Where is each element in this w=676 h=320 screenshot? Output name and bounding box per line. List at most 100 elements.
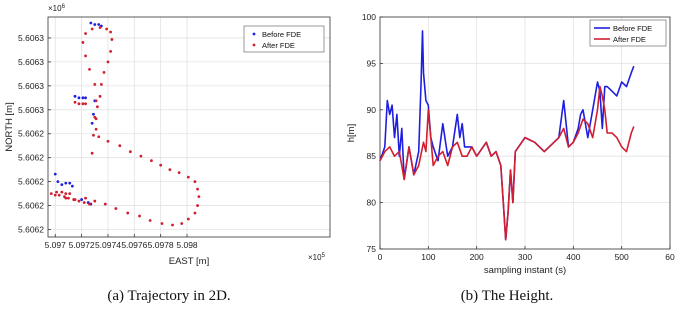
caption-b: (b) The Height.: [460, 288, 554, 304]
scatter-point: [90, 27, 94, 31]
scatter-point: [110, 38, 114, 41]
x-tick-label: 5.097: [45, 240, 67, 250]
scatter-point: [196, 204, 199, 207]
scatter-point: [60, 183, 64, 187]
legend-label: Before FDE: [613, 24, 652, 33]
scatter-point: [81, 96, 85, 100]
y-tick-label: 5.6063: [18, 81, 44, 91]
scatter-point: [106, 60, 110, 64]
trajectory-chart: 5.097 5.0972 5.0974 5.0976 5.0978 5.098 5.6062…: [4, 4, 331, 267]
plot-frame: [47, 16, 331, 238]
legend-marker: [252, 43, 256, 47]
x-axis-label: sampling instant (s): [484, 265, 566, 276]
scatter-point: [68, 181, 72, 185]
y-axis-label: NORTH [m]: [4, 102, 15, 151]
scatter-point: [93, 82, 97, 86]
scatter-point: [197, 195, 201, 198]
scatter-point: [82, 201, 86, 204]
scatter-point: [159, 163, 163, 167]
scatter-point: [92, 112, 95, 116]
scatter-point: [73, 100, 77, 104]
scatter-point: [68, 192, 72, 195]
scatter-point: [118, 144, 122, 148]
x-axis-exponent: ×105: [308, 253, 326, 262]
scatter-point: [168, 168, 172, 172]
scatter-point: [193, 180, 197, 184]
scatter-point: [92, 133, 95, 137]
x-tick-label: 200: [470, 252, 484, 262]
scatter-point: [64, 196, 68, 200]
scatter-point: [171, 223, 174, 227]
y-tick-label: 5.6062: [18, 129, 44, 139]
legend-box: [589, 19, 667, 47]
scatter-point: [49, 192, 53, 195]
y-tick-label: 5.6062: [18, 153, 44, 163]
y-tick-label: 5.6062: [18, 225, 44, 235]
scatter-point: [55, 190, 58, 194]
x-tick-label: 400: [566, 252, 580, 262]
scatter-point: [105, 27, 109, 31]
scatter-point: [186, 175, 190, 179]
scatter-point: [186, 217, 190, 221]
legend-label: After FDE: [613, 35, 646, 44]
scatter-point: [84, 196, 87, 200]
legend-box: [243, 25, 325, 53]
scatter-point: [103, 202, 107, 206]
y-tick-label: 5.6062: [18, 177, 44, 187]
scatter-point: [57, 193, 61, 197]
scatter-point: [99, 82, 103, 86]
scatter-point: [138, 214, 141, 218]
x-tick-label: 100: [421, 252, 435, 262]
y-axis-exponent: ×106: [48, 4, 66, 13]
scatter-point: [77, 102, 81, 106]
scatter-point: [77, 199, 81, 203]
height-chart: 0 100 200 300 400 500 60 75 80 85 90 95 100 sampling …: [346, 12, 675, 276]
y-tick-label: 100: [362, 12, 376, 22]
scatter-point: [98, 94, 102, 98]
figure-a: 5.097 5.0972 5.0974 5.0976 5.0978 5.098 5.6062…: [4, 4, 331, 304]
scatter-point: [64, 192, 68, 195]
scatter-point: [139, 154, 143, 158]
scatter-point: [84, 102, 87, 106]
scatter-point: [88, 202, 91, 206]
scatter-point: [94, 99, 98, 103]
scatter-point: [160, 222, 164, 225]
scatter-point: [81, 41, 85, 44]
legend-label: After FDE: [262, 41, 295, 50]
scatter-point: [90, 121, 94, 125]
scatter-point: [150, 159, 153, 163]
x-axis-label: EAST [m]: [169, 256, 209, 267]
y-tick-label: 5.6063: [18, 105, 44, 115]
y-tick-label: 5.6062: [18, 201, 44, 211]
x-tick-label: 5.098: [176, 240, 198, 250]
scatter-point: [114, 207, 118, 210]
y-tick-label: 90: [367, 105, 377, 115]
y-axis-label: h[m]: [346, 124, 357, 142]
scatter-point: [94, 127, 98, 131]
scatter-point: [196, 187, 199, 191]
scatter-point: [53, 172, 57, 176]
scatter-point: [67, 196, 70, 200]
scatter-point: [88, 67, 91, 71]
x-tick-label: 500: [615, 252, 629, 262]
y-tick-label: 95: [367, 58, 377, 68]
plot-frame: [379, 16, 671, 250]
x-tick-label: 5.0974: [95, 240, 121, 250]
caption-a: (a) Trajectory in 2D.: [107, 288, 231, 304]
x-tick-label: 5.0976: [121, 240, 147, 250]
scatter-point: [89, 21, 93, 25]
legend-label: Before FDE: [262, 30, 301, 39]
scatter-point: [126, 211, 130, 215]
scatter-point: [77, 96, 81, 100]
scatter-point: [128, 150, 132, 154]
x-tick-label: 300: [518, 252, 532, 262]
scatter-point: [84, 54, 87, 58]
scatter-point: [148, 219, 152, 222]
scatter-point: [53, 193, 57, 197]
scatter-point: [102, 70, 106, 74]
scatter-point: [84, 96, 87, 100]
scatter-point: [70, 184, 74, 188]
y-tick-label: 80: [367, 198, 377, 208]
scatter-point: [106, 139, 110, 143]
scatter-point: [73, 94, 77, 98]
